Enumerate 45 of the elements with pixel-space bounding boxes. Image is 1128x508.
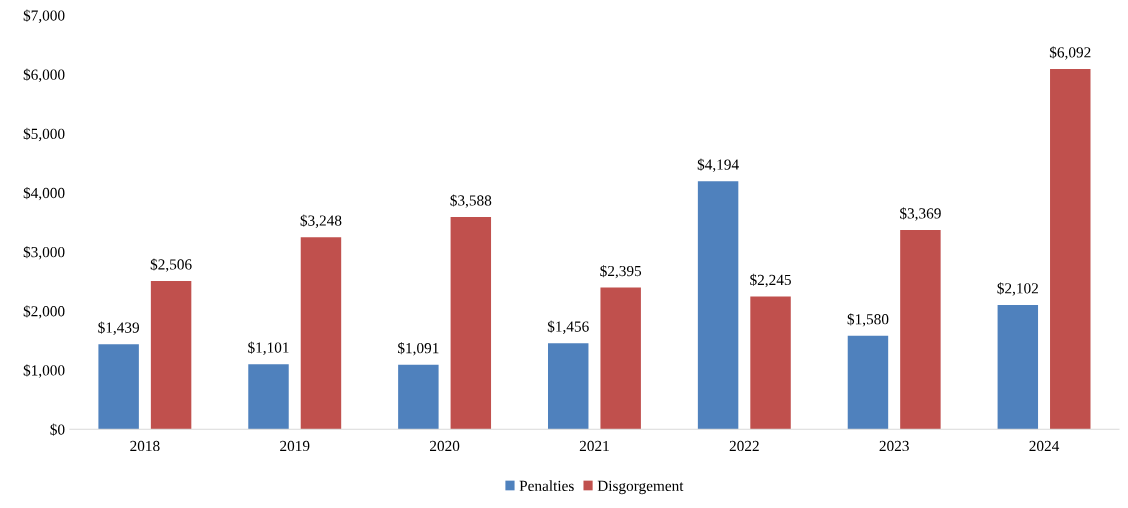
bar: [997, 304, 1039, 430]
x-tick-label: 2018: [130, 440, 160, 452]
x-tick-label: 2021: [579, 440, 609, 452]
data-label: $2,102: [997, 282, 1038, 296]
data-label: $1,091: [398, 342, 439, 356]
data-label: $3,369: [900, 207, 941, 221]
bar: [1050, 68, 1091, 430]
y-tick-label: $6,000: [23, 68, 65, 83]
x-tick-label: 2020: [429, 440, 460, 452]
y-tick-label: $4,000: [23, 186, 65, 201]
x-tick-label: 2024: [1029, 440, 1060, 452]
y-tick-label: $0: [50, 423, 65, 436]
data-label: $1,456: [547, 320, 589, 334]
data-label: $1,439: [98, 321, 140, 335]
data-label: $1,101: [248, 341, 289, 355]
x-tick-label: 2023: [879, 440, 909, 452]
bar: [697, 181, 739, 430]
data-label: $3,588: [450, 194, 492, 208]
y-tick-label: $7,000: [23, 9, 65, 23]
y-tick-label: $2,000: [23, 305, 65, 319]
data-label: $1,580: [847, 313, 889, 327]
bar: [750, 296, 791, 430]
data-label: $2,245: [750, 273, 791, 288]
bar: [150, 281, 192, 430]
x-tick-label: 2022: [729, 440, 759, 452]
data-label: $2,395: [600, 264, 642, 279]
bar: [847, 335, 889, 430]
bar: [398, 364, 439, 430]
x-tick-label: 2019: [280, 440, 310, 452]
data-label: $3,248: [300, 214, 342, 228]
y-tick-label: $3,000: [23, 246, 65, 260]
bar: [98, 344, 139, 430]
bar: [600, 287, 641, 430]
legend-label: Disgorgement: [597, 480, 684, 495]
y-tick-label: $1,000: [23, 364, 65, 378]
data-label: $2,506: [150, 258, 192, 272]
bar: [300, 237, 342, 430]
bar: [248, 364, 289, 430]
y-tick-label: $5,000: [23, 127, 65, 142]
data-label: $6,092: [1049, 46, 1091, 60]
bar: [548, 343, 589, 430]
bar: [450, 217, 492, 430]
data-label: $4,194: [697, 158, 739, 172]
legend-label: Penalties: [519, 480, 574, 492]
bar: [900, 230, 941, 430]
